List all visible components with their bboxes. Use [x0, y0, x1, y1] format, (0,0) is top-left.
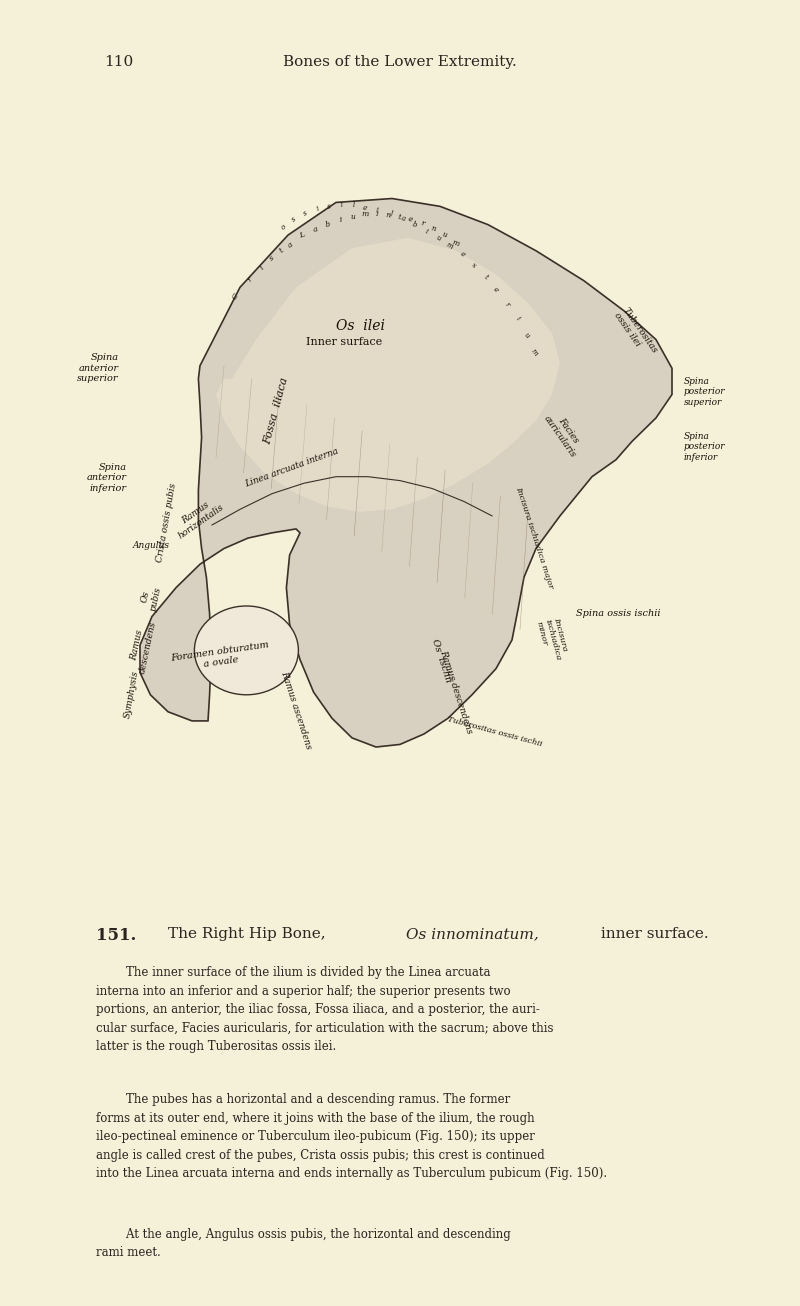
- Text: C: C: [231, 291, 241, 302]
- Text: Ramus ascendens: Ramus ascendens: [279, 670, 313, 751]
- Text: 110: 110: [104, 55, 134, 69]
- Text: Facies
auricularis: Facies auricularis: [542, 407, 586, 460]
- Text: Os  ilei: Os ilei: [335, 320, 385, 333]
- Text: t: t: [278, 247, 286, 255]
- Text: e: e: [407, 215, 414, 223]
- Text: l: l: [390, 210, 393, 218]
- Text: t: t: [397, 213, 402, 221]
- Text: s: s: [302, 209, 310, 217]
- Text: Bones of the Lower Extremity.: Bones of the Lower Extremity.: [283, 55, 517, 69]
- Text: i: i: [315, 205, 320, 213]
- Text: a: a: [312, 226, 318, 234]
- Text: inner surface.: inner surface.: [596, 927, 709, 942]
- Text: m: m: [445, 240, 454, 251]
- Text: a: a: [286, 242, 294, 249]
- Ellipse shape: [194, 606, 298, 695]
- Text: Ramus
horizontalis: Ramus horizontalis: [171, 494, 226, 541]
- Text: s: s: [327, 202, 332, 210]
- Text: i: i: [424, 227, 429, 235]
- Text: u: u: [442, 231, 448, 239]
- Text: u: u: [350, 213, 355, 221]
- Text: u: u: [434, 232, 442, 243]
- Text: a: a: [400, 214, 406, 222]
- Text: m: m: [450, 238, 460, 248]
- Text: r: r: [503, 300, 511, 308]
- Text: l: l: [352, 201, 355, 209]
- Text: i: i: [375, 206, 378, 214]
- Text: Os
pubis: Os pubis: [138, 584, 162, 613]
- Text: Crista ossis pubis: Crista ossis pubis: [155, 482, 178, 563]
- Text: Spina
anterior
inferior: Spina anterior inferior: [86, 464, 126, 492]
- Text: s: s: [268, 255, 276, 263]
- Text: Os innominatum,: Os innominatum,: [406, 927, 539, 942]
- Text: m: m: [361, 210, 369, 218]
- Text: Tuberositas
ossis ilei: Tuberositas ossis ilei: [612, 306, 658, 360]
- Text: b: b: [325, 221, 331, 229]
- Text: The inner surface of the ilium is divided by the Linea arcuata
interna into an i: The inner surface of the ilium is divide…: [96, 966, 554, 1054]
- Text: Linea arcuata interna: Linea arcuata interna: [244, 447, 340, 488]
- Text: The Right Hip Bone,: The Right Hip Bone,: [168, 927, 330, 942]
- Text: Foramen obturatum
a ovale: Foramen obturatum a ovale: [170, 640, 271, 674]
- Text: Incisura ischiadica major: Incisura ischiadica major: [514, 486, 554, 590]
- Text: m: m: [530, 347, 539, 358]
- Text: Ramus descendens: Ramus descendens: [438, 649, 474, 735]
- Text: n: n: [430, 225, 437, 232]
- Text: i: i: [514, 315, 522, 323]
- Text: Spina
anterior
superior: Spina anterior superior: [77, 354, 118, 383]
- Text: At the angle, Angulus ossis pubis, the horizontal and descending
rami meet.: At the angle, Angulus ossis pubis, the h…: [96, 1228, 510, 1259]
- Text: e: e: [362, 204, 367, 212]
- Text: r: r: [246, 276, 254, 283]
- Text: Symphysis: Symphysis: [123, 670, 141, 720]
- Text: 151.: 151.: [96, 927, 136, 944]
- Text: Spina ossis ischii: Spina ossis ischii: [576, 610, 661, 618]
- Text: Tuberositas ossis ischii: Tuberositas ossis ischii: [446, 714, 542, 748]
- Text: Spina
posterior
inferior: Spina posterior inferior: [684, 432, 726, 461]
- Text: u: u: [522, 332, 531, 340]
- Polygon shape: [216, 238, 560, 512]
- Text: Ramus
descendens: Ramus descendens: [127, 618, 158, 675]
- Text: r: r: [420, 219, 425, 227]
- Text: n: n: [385, 212, 391, 219]
- Text: Inner surface: Inner surface: [306, 337, 382, 347]
- Text: s: s: [290, 215, 298, 223]
- Text: Incisura
ischiadica
minor: Incisura ischiadica minor: [534, 616, 571, 663]
- Text: b: b: [411, 221, 418, 229]
- Text: e: e: [458, 251, 466, 259]
- Text: x: x: [470, 261, 478, 269]
- Text: The pubes has a horizontal and a descending ramus. The former
forms at its outer: The pubes has a horizontal and a descend…: [96, 1093, 607, 1181]
- Polygon shape: [140, 199, 672, 747]
- Text: Os  ischii: Os ischii: [430, 637, 453, 684]
- Text: i: i: [258, 264, 266, 272]
- Text: i: i: [340, 201, 343, 209]
- Text: i: i: [375, 210, 378, 218]
- Text: e: e: [492, 286, 500, 294]
- Text: Spina
posterior
superior: Spina posterior superior: [684, 377, 726, 406]
- Text: L: L: [298, 230, 306, 240]
- Text: o: o: [280, 223, 288, 231]
- Text: t: t: [482, 273, 489, 281]
- Text: i: i: [339, 215, 342, 223]
- Text: Fossa  iliaca: Fossa iliaca: [262, 376, 290, 447]
- Text: Angulus: Angulus: [133, 542, 170, 550]
